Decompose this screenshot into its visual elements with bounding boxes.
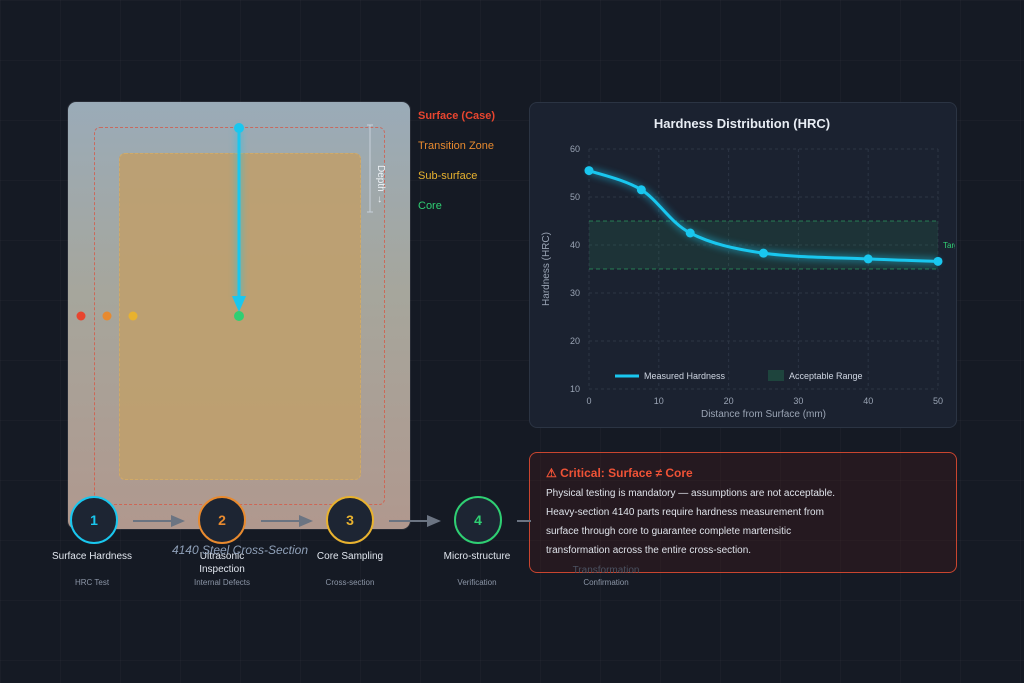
arrow-1-2-head bbox=[171, 515, 185, 527]
probe-core-marker bbox=[234, 311, 244, 321]
critical-title: ⚠ Critical: Surface ≠ Core bbox=[546, 466, 693, 480]
legend-band-swatch bbox=[768, 370, 784, 381]
chart-title: Hardness Distribution (HRC) bbox=[653, 116, 831, 131]
critical-line-4: transformation across the entire cross-s… bbox=[546, 545, 752, 556]
x-tick-label: 30 bbox=[793, 396, 803, 406]
critical-callout bbox=[529, 452, 957, 573]
step-3-sub: Cross-section bbox=[325, 578, 375, 587]
depth-label: Depth → bbox=[375, 165, 386, 205]
step-4-title: Micro-structure bbox=[443, 551, 511, 562]
x-tick-label: 10 bbox=[654, 396, 664, 406]
critical-line-2: Heavy-section 4140 parts require hardnes… bbox=[546, 507, 824, 518]
data-point bbox=[584, 166, 594, 176]
subsurface-dot bbox=[128, 311, 138, 321]
probe-start-marker bbox=[234, 123, 244, 133]
step-1-circle: 1 bbox=[70, 496, 118, 544]
step-2-title: Ultrasonic Inspection bbox=[199, 551, 245, 575]
step-1-title: Surface Hardness bbox=[51, 551, 133, 562]
arrow-2-3-head bbox=[299, 515, 313, 527]
step-4-circle: 4 bbox=[454, 496, 502, 544]
arrow-3-4 bbox=[389, 520, 429, 522]
legend-band-label: Acceptable Range bbox=[789, 371, 863, 381]
arrow-1-2 bbox=[133, 520, 173, 522]
legend-core: Core bbox=[418, 200, 442, 212]
step-1-sub: HRC Test bbox=[74, 578, 110, 587]
transition-dot bbox=[102, 311, 112, 321]
chart-panel bbox=[529, 102, 957, 428]
arrow-4-5 bbox=[517, 520, 531, 522]
step-2-circle: 2 bbox=[198, 496, 246, 544]
legend-surface: Surface (Case) bbox=[418, 110, 496, 122]
y-axis-label: Hardness (HRC) bbox=[541, 232, 552, 306]
x-tick-label: 40 bbox=[863, 396, 873, 406]
step-5-sub: Confirmation bbox=[583, 578, 629, 587]
acceptable-range-band bbox=[589, 221, 938, 269]
y-tick-label: 40 bbox=[570, 240, 580, 250]
arrow-2-3 bbox=[261, 520, 301, 522]
critical-line-1: Physical testing is mandatory — assumpti… bbox=[546, 488, 836, 499]
step-5-title: Transformation bbox=[572, 565, 640, 576]
step-3-circle: 3 bbox=[326, 496, 374, 544]
hardness-chart: 10 20 30 40 50 60 0 10 20 30 40 50 Target Range Dista… bbox=[541, 144, 955, 420]
data-point bbox=[863, 254, 873, 264]
target-range-annotation: Target Range bbox=[943, 241, 955, 250]
step-4-sub: Verification bbox=[457, 578, 497, 587]
critical-line-3: surface through core to guarantee comple… bbox=[546, 526, 792, 537]
data-point bbox=[636, 185, 646, 195]
y-tick-label: 50 bbox=[570, 192, 580, 202]
x-tick-label: 0 bbox=[586, 396, 591, 406]
legend-transition: Transition Zone bbox=[418, 140, 495, 152]
cross-section-caption: 4140 Steel Cross-Section bbox=[171, 543, 309, 557]
step-2-sub: Internal Defects bbox=[193, 578, 251, 587]
y-tick-label: 60 bbox=[570, 144, 580, 154]
legend-subsurface: Sub-surface bbox=[418, 170, 478, 182]
y-tick-label: 30 bbox=[570, 288, 580, 298]
data-point bbox=[685, 228, 695, 238]
y-tick-label: 10 bbox=[570, 384, 580, 394]
step-3-title: Core Sampling bbox=[316, 551, 384, 562]
data-point bbox=[759, 248, 768, 258]
arrow-3-4-head bbox=[427, 515, 441, 527]
x-tick-label: 20 bbox=[724, 396, 734, 406]
probe-arrowhead bbox=[232, 296, 246, 312]
surface-dot bbox=[76, 311, 86, 321]
x-tick-label: 50 bbox=[933, 396, 943, 406]
data-point bbox=[933, 256, 943, 266]
y-tick-label: 20 bbox=[570, 336, 580, 346]
legend-measured-label: Measured Hardness bbox=[644, 371, 726, 381]
x-axis-label: Distance from Surface (mm) bbox=[701, 409, 826, 420]
